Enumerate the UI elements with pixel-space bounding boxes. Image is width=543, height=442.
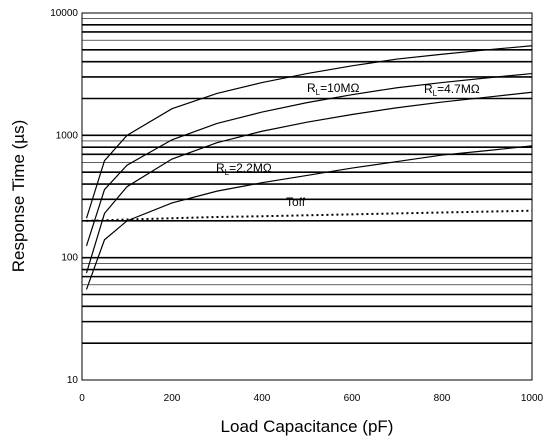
series-line [85, 72, 533, 246]
series-line [85, 45, 533, 219]
y-tick-label: 1000 [56, 130, 79, 141]
y-axis-title: Response Time (µs) [9, 120, 28, 272]
series-line [85, 91, 533, 274]
y-tick-label: 100 [61, 253, 78, 264]
x-tick-label: 600 [344, 393, 361, 404]
x-tick-label: 0 [79, 393, 85, 404]
series-label: RL=2.2MΩ [216, 161, 272, 177]
x-axis-title: Load Capacitance (pF) [221, 417, 394, 436]
plot-area [82, 13, 532, 380]
series-label: RL=4.7MΩ [424, 82, 480, 98]
series-line [85, 145, 533, 290]
x-tick-label: 1000 [521, 393, 543, 404]
x-tick-label: 200 [164, 393, 181, 404]
series-label: RL=10MΩ [307, 81, 359, 97]
series-line [86, 209, 533, 222]
gridlines [82, 18, 532, 344]
series-lines [85, 45, 533, 290]
y-tick-label: 10 [67, 375, 79, 386]
series-label: Toff [286, 195, 306, 209]
series-labels: RL=10MΩ RL=4.7MΩ RL=2.2MΩ Toff [216, 81, 480, 209]
x-tick-label: 400 [254, 393, 271, 404]
tick-labels: 0 200 400 600 800 1000 10 100 1000 10000 [50, 8, 543, 404]
x-tick-label: 800 [434, 393, 451, 404]
y-tick-label: 10000 [50, 8, 78, 19]
plot-border [81, 12, 533, 381]
